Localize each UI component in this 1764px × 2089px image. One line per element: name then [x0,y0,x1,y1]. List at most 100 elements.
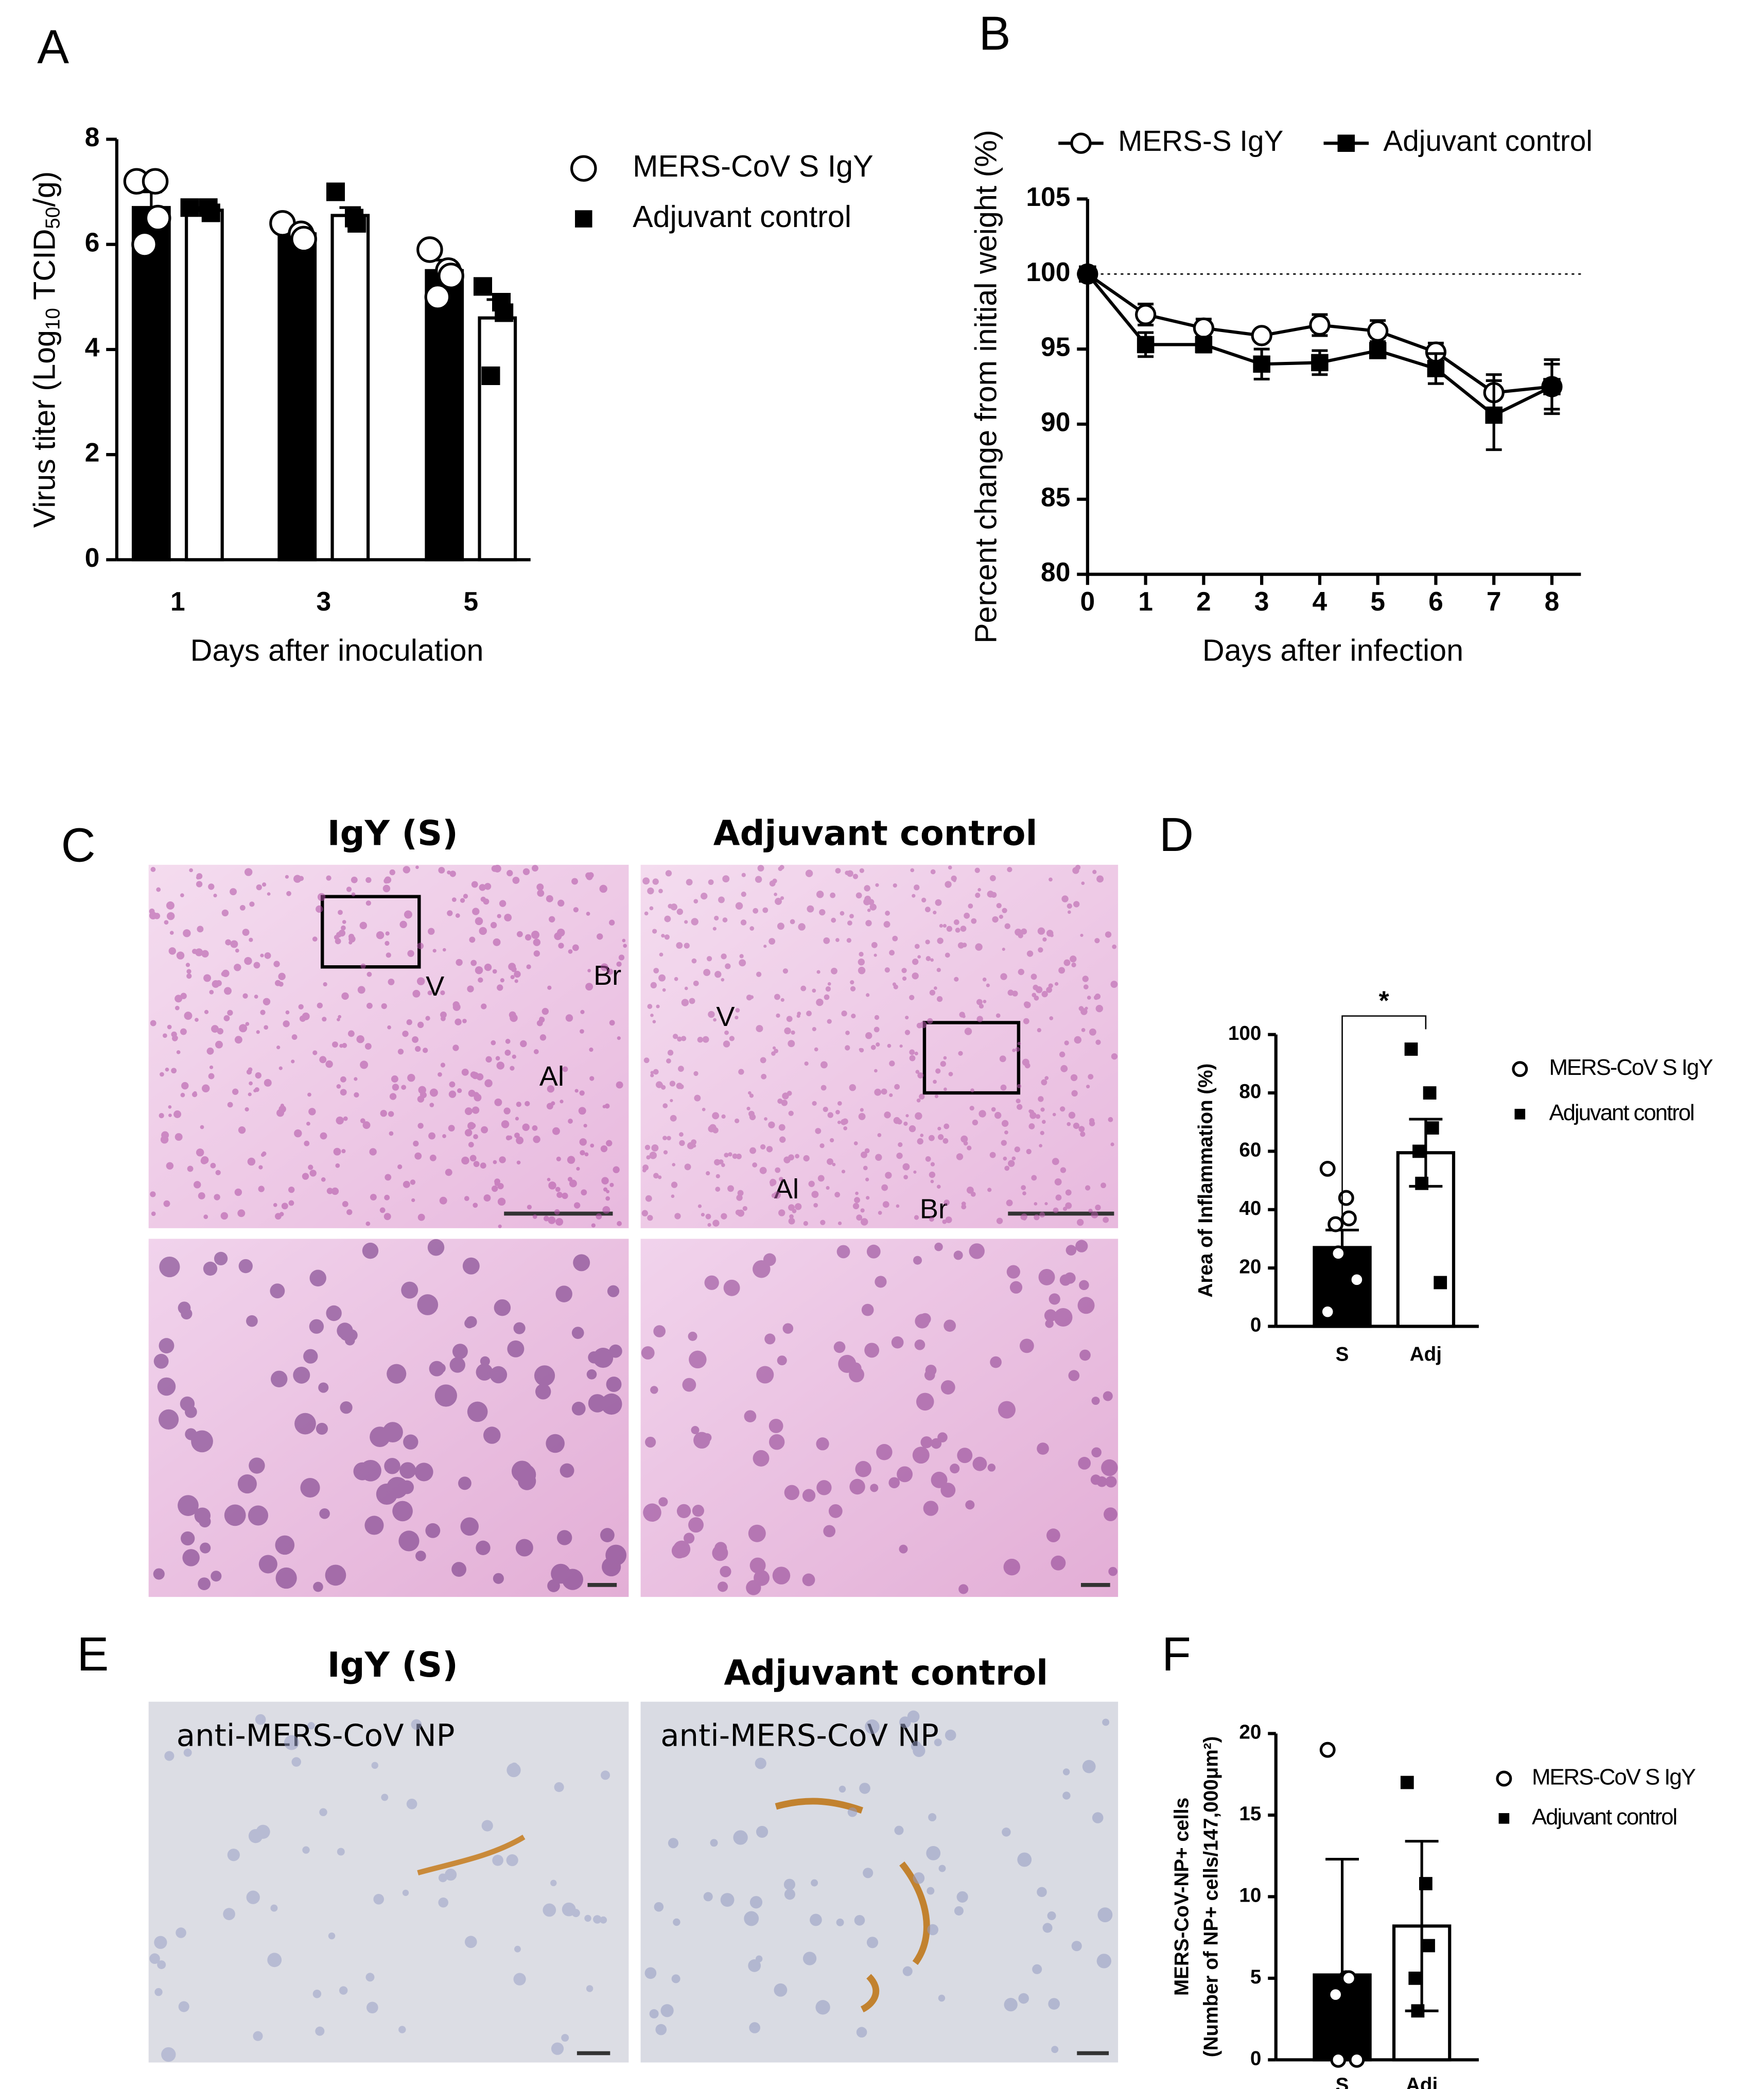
cell [749,1896,763,1909]
cell [969,1243,985,1259]
cell [854,1197,860,1204]
cell [739,959,746,967]
cell [1022,1191,1026,1195]
cell [365,877,372,883]
cell [780,998,784,1002]
cell [508,1135,513,1140]
cell [275,1567,297,1589]
cell [556,1156,561,1161]
cell [154,1936,167,1949]
cell [816,1480,832,1495]
cell [847,938,851,942]
legend-marker [1496,1770,1512,1787]
ihc-image [640,1701,1119,2063]
image-label: V [716,1001,735,1032]
cell [702,1107,706,1111]
cell [586,912,590,916]
cell [561,2034,569,2042]
cell [464,1107,473,1116]
cell [831,917,836,923]
cell [1006,1199,1013,1207]
cell [472,908,480,915]
cell [1002,947,1005,951]
cell [200,1542,211,1554]
point [1135,304,1157,325]
cell [748,1524,766,1542]
cell [348,941,353,945]
cell [555,1285,572,1302]
cell [970,1088,974,1093]
cell [920,1134,924,1137]
cell [1012,1048,1016,1052]
bar [478,316,517,562]
cell [176,951,185,960]
panel-label: E [77,1627,109,1681]
inset-box [320,895,421,969]
cell [583,1124,587,1128]
cell [931,1471,948,1488]
cell [602,1206,610,1214]
cell [820,1085,827,1091]
cell [560,1463,574,1478]
cell [792,1208,797,1213]
cell [244,956,252,965]
cell [399,920,407,929]
cell [860,1208,865,1213]
cell [833,1341,846,1353]
cell [746,1580,761,1595]
cell [691,958,697,964]
cell [586,1985,593,1992]
cell [1037,927,1045,935]
cell [606,1140,613,1146]
cell [963,1141,968,1146]
cell [738,1069,744,1075]
cell [360,963,366,969]
cell [1096,1954,1111,1969]
he-image [640,1239,1119,1597]
cell [859,868,864,873]
cell [227,1102,233,1108]
cell [748,1959,761,1972]
cell [178,1301,191,1315]
cell [202,1084,210,1093]
cell [1001,1140,1007,1146]
cell [1104,1507,1117,1521]
cell [658,1175,662,1179]
cell [412,1036,419,1043]
cell [643,1503,661,1522]
cell [1054,1308,1073,1327]
he-image [148,864,629,1228]
cell [679,1140,685,1146]
cell [573,1202,581,1209]
cell [668,1838,679,1849]
cell [1075,1240,1088,1252]
cell [513,1973,526,1986]
cell [682,1378,696,1392]
cell [893,984,898,989]
cell [870,1484,879,1492]
he-image [148,1239,629,1597]
cell [812,1026,816,1032]
cell [820,1061,828,1069]
cell [600,1145,608,1153]
cell [294,1413,316,1435]
cell [662,988,666,992]
cell [590,1143,595,1148]
cell [1041,990,1048,998]
cell [756,1825,769,1838]
cell [331,1187,339,1195]
cell [1067,903,1072,909]
cell [484,1079,493,1087]
cell [777,1355,787,1366]
cell [749,1113,756,1121]
cell [386,1476,408,1499]
cell [1089,1120,1095,1126]
cell [1023,1018,1029,1024]
cell [677,1066,684,1072]
cell [302,1012,310,1020]
cell [661,934,665,938]
cell [384,1458,400,1474]
cell [948,1072,953,1076]
cell [180,1028,187,1035]
cell [440,990,445,996]
